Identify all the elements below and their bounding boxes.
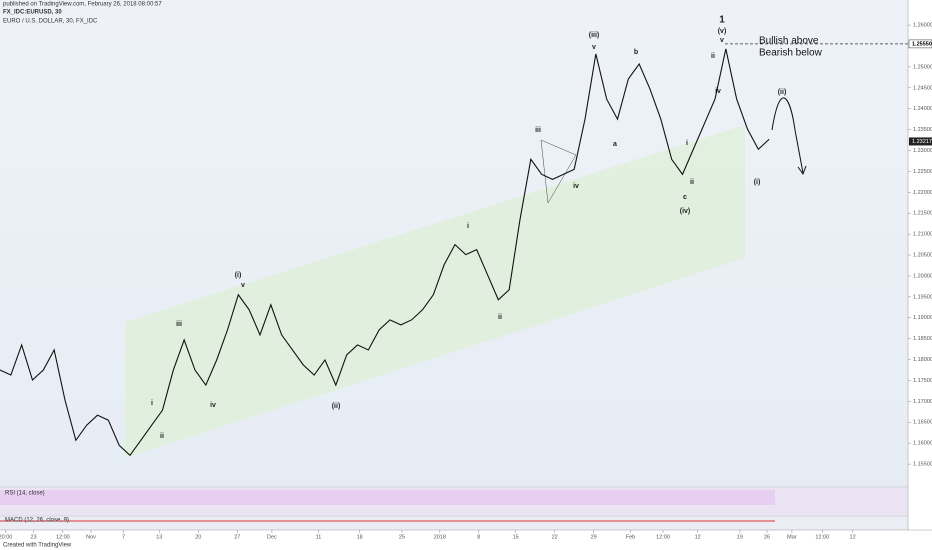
wave-label: v	[592, 44, 596, 51]
projection	[771, 97, 804, 174]
y-tick-label: 1.19000	[913, 315, 932, 321]
y-tick-label: 1.21500	[913, 211, 932, 217]
wave-label: iv	[573, 183, 579, 190]
y-tick-label: 1.25000	[913, 64, 932, 70]
y-tick-label: 1.16500	[913, 420, 932, 426]
x-tick-label: 8	[477, 534, 480, 540]
x-tick-label: 22	[552, 534, 558, 540]
wave-label: a	[613, 141, 617, 148]
y-tick-label: 1.17500	[913, 378, 932, 384]
x-tick-label: 20:00	[0, 534, 12, 540]
wave-label: b	[634, 49, 638, 56]
wave-label: (iii)	[589, 32, 600, 39]
x-tick-label: 12:00	[815, 534, 829, 540]
x-tick-label: 18	[357, 534, 363, 540]
wave-label: v	[720, 37, 724, 44]
x-tick-label: 12:00	[656, 534, 670, 540]
y-tick-label: 1.24000	[913, 106, 932, 112]
level-label: 1.25550	[912, 41, 932, 47]
triangle	[540, 139, 577, 204]
x-tick-label: 15	[513, 534, 519, 540]
y-tick-label: 1.21000	[913, 232, 932, 238]
x-tick-label: 11	[316, 534, 322, 540]
x-tick-label: 12	[850, 534, 856, 540]
wave-label: (i)	[754, 179, 761, 186]
price-line	[0, 48, 770, 457]
y-tick-label: 1.18000	[913, 357, 932, 363]
wave-label: i	[686, 140, 688, 147]
x-tick-label: Feb	[626, 534, 635, 540]
subtitle: published on TradingView.com, February 2…	[3, 2, 162, 8]
y-tick-label: 1.18500	[913, 336, 932, 342]
y-tick-label: 1.22000	[913, 190, 932, 196]
x-tick-label: 26	[764, 534, 770, 540]
x-tick-label: Nov	[86, 534, 96, 540]
x-tick-label: 25	[399, 534, 405, 540]
wave-label: i	[467, 223, 469, 230]
title: EURO / U.S. DOLLAR, 30, FX_IDC	[3, 19, 98, 25]
y-tick-label: 1.17000	[913, 399, 932, 405]
wave-label: (v)	[718, 28, 727, 35]
arrow-head	[797, 165, 807, 176]
wave-label: ii	[498, 314, 502, 321]
wave-label: ii	[690, 179, 694, 186]
wave-label: (ii)	[332, 403, 341, 410]
note: Bullish above	[759, 36, 819, 47]
footer: Created with TradingView	[3, 543, 72, 549]
macd-pane	[0, 516, 908, 530]
wave-label: (ii)	[778, 89, 787, 96]
price-label: 1.23217	[912, 139, 932, 145]
y-tick-label: 1.20000	[913, 273, 932, 279]
wave-label: iii	[176, 321, 182, 328]
price-tag	[909, 137, 932, 146]
x-tick-label: Mar	[787, 534, 797, 540]
wave-label: i	[151, 400, 153, 407]
wave-label: (iv)	[680, 208, 691, 215]
y-tick-label: 1.20500	[913, 252, 932, 258]
rsi-label: RSI (14, close)	[5, 491, 45, 497]
y-tick-label: 1.16000	[913, 441, 932, 447]
y-tick-label: 1.19500	[913, 294, 932, 300]
y-tick-label: 1.23000	[913, 148, 932, 154]
symbol: FX_IDC:EURUSD, 30	[3, 10, 62, 16]
wave-label: iii	[535, 127, 541, 134]
wave-label: iv	[715, 88, 721, 95]
y-tick-label: 1.24500	[913, 85, 932, 91]
x-tick-label: 27	[234, 534, 240, 540]
macd-label: MACD (12, 26, close, 9)	[5, 518, 69, 524]
wave-label: ii	[160, 433, 164, 440]
x-tick-label: 2018	[434, 534, 446, 540]
wave-label: 1	[719, 15, 725, 26]
y-tick-label: 1.26000	[913, 23, 932, 29]
wave-label: iv	[210, 402, 216, 409]
x-tick-label: 20	[195, 534, 201, 540]
y-tick-label: 1.15500	[913, 462, 932, 468]
x-tick-label: 19	[737, 534, 743, 540]
x-tick-label: 12:00	[56, 534, 70, 540]
note: Bearish below	[759, 48, 823, 59]
wave-label: c	[683, 194, 687, 201]
level-tag	[908, 39, 932, 49]
wave-label: (i)	[235, 272, 242, 279]
x-tick-label: 29	[591, 534, 597, 540]
y-tick-label: 1.22500	[913, 169, 932, 175]
wave-label: ii	[711, 53, 715, 60]
y-tick-label: 1.23500	[913, 127, 932, 133]
x-tick-label: 23	[31, 534, 37, 540]
rsi-band	[0, 490, 775, 505]
x-tick-label: 12	[695, 534, 701, 540]
x-tick-label: 7	[122, 534, 125, 540]
wave-label: v	[241, 282, 245, 289]
x-tick-label: Dec	[267, 534, 277, 540]
x-tick-label: 13	[156, 534, 162, 540]
